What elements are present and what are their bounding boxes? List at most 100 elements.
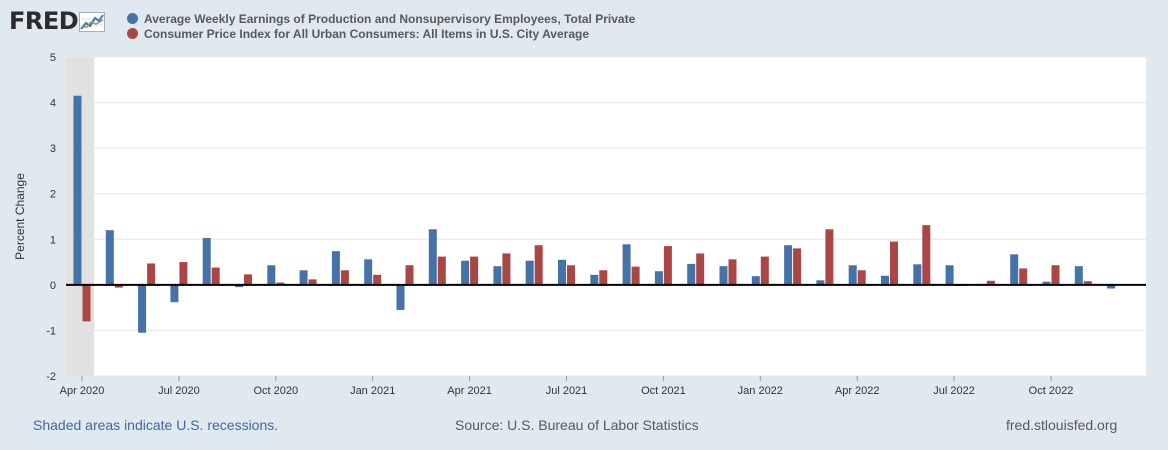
- x-tick-label: Apr 2022: [835, 385, 880, 397]
- bar-earnings: [784, 245, 793, 285]
- bar-earnings: [428, 229, 437, 285]
- x-tick-label: Jul 2021: [546, 385, 588, 397]
- x-tick-label: Jul 2020: [158, 385, 200, 397]
- x-tick-label: Jul 2022: [933, 385, 975, 397]
- chart-area: -2 -1 0 1 2 3 4 5 Percent Change Apr 2020 Jul 2020…: [0, 45, 1168, 405]
- bar-earnings: [461, 260, 470, 285]
- bar-earnings: [138, 284, 147, 333]
- bar-cpi: [82, 284, 91, 322]
- bar-cpi: [308, 279, 317, 285]
- bar-earnings: [1010, 254, 1019, 285]
- trend-graph-icon: [79, 12, 106, 32]
- x-tick-label: Apr 2020: [60, 385, 105, 397]
- bar-cpi: [793, 248, 802, 285]
- legend-label-cpi: Consumer Price Index for All Urban Consu…: [144, 26, 589, 41]
- site-url[interactable]: fred.stlouisfed.org: [1006, 417, 1118, 433]
- bar-earnings: [719, 266, 728, 285]
- y-tick-label: 5: [50, 52, 56, 64]
- chart-legend: Average Weekly Earnings of Production an…: [127, 11, 635, 41]
- bar-earnings: [331, 251, 340, 285]
- bar-cpi: [922, 225, 931, 285]
- logo-text: FRED: [9, 7, 79, 35]
- bar-earnings: [73, 95, 82, 285]
- bar-earnings: [364, 259, 373, 285]
- bar-cpi: [728, 259, 737, 285]
- bar-cpi: [211, 267, 220, 285]
- bar-cpi: [663, 246, 672, 285]
- bar-earnings: [945, 265, 954, 285]
- bar-cpi: [373, 274, 382, 285]
- bar-cpi: [179, 262, 188, 285]
- bar-chart[interactable]: -2 -1 0 1 2 3 4 5 Percent Change Apr 2020 Jul 2020…: [0, 45, 1168, 405]
- bar-cpi: [437, 256, 446, 285]
- bar-cpi: [760, 256, 769, 285]
- bar-earnings: [913, 264, 922, 285]
- y-tick-label: 2: [50, 189, 56, 201]
- bar-cpi: [857, 270, 866, 285]
- legend-label-earnings: Average Weekly Earnings of Production an…: [144, 11, 636, 26]
- bar-earnings: [816, 280, 825, 285]
- bar-cpi: [534, 245, 543, 285]
- x-tick-label: Apr 2021: [447, 385, 492, 397]
- bar-earnings: [590, 274, 599, 285]
- bar-earnings: [848, 265, 857, 285]
- fred-logo[interactable]: FRED: [9, 7, 106, 35]
- legend-marker-earnings: [127, 13, 138, 24]
- x-tick-label: Oct 2022: [1029, 385, 1074, 397]
- bar-earnings: [558, 259, 566, 285]
- bar-cpi: [340, 270, 349, 285]
- bar-cpi: [986, 280, 995, 285]
- y-tick-label: 0: [50, 280, 56, 292]
- y-tick-label: -2: [46, 371, 56, 383]
- plot-background: [66, 57, 1146, 376]
- bar-cpi: [405, 265, 414, 285]
- bar-cpi: [1083, 281, 1092, 285]
- bar-cpi: [825, 229, 834, 285]
- bar-earnings: [881, 275, 889, 285]
- x-tick-label: Oct 2021: [641, 385, 686, 397]
- bar-cpi: [890, 241, 898, 285]
- y-axis-title: Percent Change: [13, 173, 27, 260]
- bar-cpi: [276, 282, 285, 285]
- chart-header: FRED Average Weekly Earnings of Producti…: [0, 0, 1168, 50]
- y-tick-label: 3: [50, 143, 56, 155]
- x-tick-label: Jan 2022: [738, 385, 783, 397]
- bar-cpi: [502, 253, 511, 285]
- bar-cpi: [114, 284, 123, 288]
- bar-cpi: [696, 253, 705, 285]
- y-tick-label: -1: [46, 325, 56, 337]
- bar-cpi: [244, 274, 252, 285]
- bar-cpi: [470, 256, 479, 285]
- bar-cpi: [147, 263, 156, 285]
- bar-cpi: [567, 265, 575, 285]
- x-tick-label: Oct 2020: [253, 385, 298, 397]
- bar-earnings: [299, 270, 308, 285]
- x-tick-label: Jan 2021: [350, 385, 395, 397]
- bar-earnings: [235, 284, 243, 288]
- legend-item-cpi[interactable]: Consumer Price Index for All Urban Consu…: [127, 26, 635, 41]
- bar-earnings: [1042, 281, 1051, 285]
- legend-marker-cpi: [127, 28, 138, 39]
- y-tick-label: 1: [50, 234, 56, 246]
- bar-earnings: [1074, 266, 1083, 285]
- source-text: Source: U.S. Bureau of Labor Statistics: [455, 417, 699, 433]
- bar-earnings: [267, 265, 276, 285]
- bar-earnings: [396, 284, 405, 310]
- legend-item-earnings[interactable]: Average Weekly Earnings of Production an…: [127, 11, 635, 26]
- bar-earnings: [525, 260, 534, 285]
- recession-note-link[interactable]: Shaded areas indicate U.S. recessions.: [33, 417, 279, 433]
- bar-earnings: [493, 266, 502, 285]
- bar-earnings: [105, 230, 114, 285]
- bar-cpi: [599, 270, 608, 285]
- y-tick-label: 4: [50, 98, 56, 110]
- bar-earnings: [1107, 284, 1116, 289]
- bar-earnings: [654, 271, 663, 285]
- bar-cpi: [1019, 268, 1028, 285]
- bar-cpi: [631, 266, 640, 285]
- chart-footer: Shaded areas indicate U.S. recessions. S…: [0, 408, 1168, 448]
- bar-cpi: [1051, 265, 1060, 285]
- bar-earnings: [751, 276, 760, 285]
- bar-earnings: [687, 263, 696, 285]
- bar-earnings: [622, 244, 631, 285]
- bar-earnings: [202, 237, 211, 285]
